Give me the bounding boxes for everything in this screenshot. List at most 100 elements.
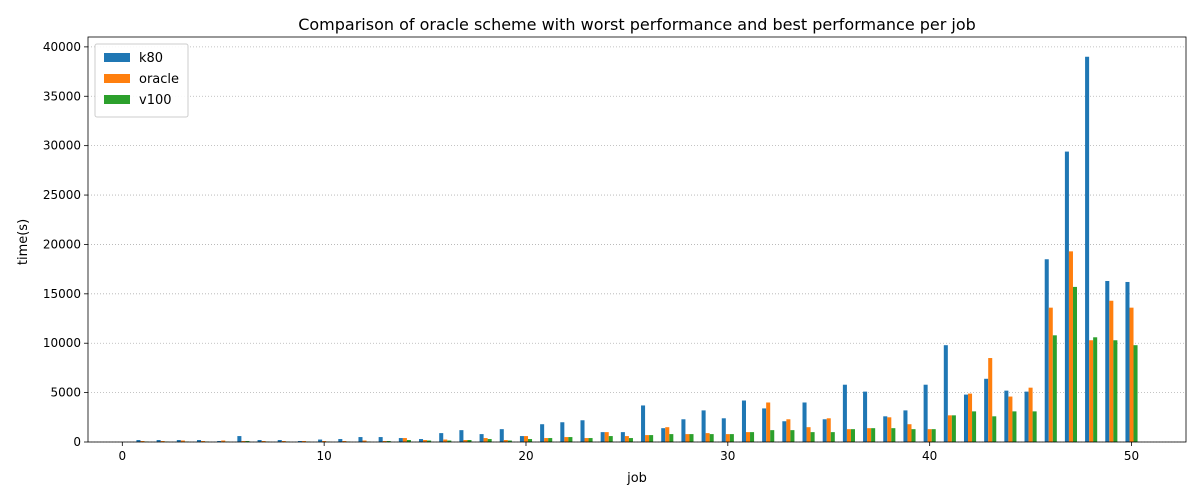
bar-oracle-job-47 xyxy=(1068,251,1073,442)
bar-oracle-job-12 xyxy=(362,440,367,442)
bar-oracle-job-7 xyxy=(261,441,266,442)
chart-title: Comparison of oracle scheme with worst p… xyxy=(298,15,976,34)
bar-oracle-job-40 xyxy=(927,429,932,442)
x-tick-label: 40 xyxy=(922,449,937,463)
bar-v100-job-35 xyxy=(830,432,835,442)
bar-k80-job-10 xyxy=(318,439,323,442)
bar-oracle-job-42 xyxy=(968,393,973,442)
bar-oracle-job-14 xyxy=(402,438,407,442)
bar-k80-job-39 xyxy=(903,410,908,442)
bar-oracle-job-10 xyxy=(322,441,327,442)
bar-oracle-job-25 xyxy=(624,436,629,442)
bar-k80-job-13 xyxy=(378,437,383,442)
x-tick-label: 0 xyxy=(118,449,126,463)
bar-k80-job-48 xyxy=(1085,56,1090,442)
bar-k80-job-12 xyxy=(358,437,363,442)
plot-frame xyxy=(87,36,1187,443)
legend-label-v100: v100 xyxy=(139,93,172,108)
bar-k80-job-6 xyxy=(237,436,242,442)
bar-oracle-job-23 xyxy=(584,438,589,442)
bar-oracle-job-28 xyxy=(685,434,690,442)
x-tick-label: 20 xyxy=(518,449,533,463)
bar-k80-job-37 xyxy=(863,391,868,442)
bar-v100-job-6 xyxy=(245,441,250,442)
bar-v100-job-14 xyxy=(406,440,411,442)
bar-v100-job-40 xyxy=(931,429,936,442)
bar-k80-job-22 xyxy=(560,422,565,442)
bar-v100-job-27 xyxy=(669,434,674,442)
bar-k80-job-31 xyxy=(741,400,746,442)
bar-v100-job-29 xyxy=(709,434,714,442)
bar-k80-job-8 xyxy=(277,440,282,442)
bar-oracle-job-44 xyxy=(1008,396,1013,442)
bar-k80-job-49 xyxy=(1105,280,1110,442)
legend-swatch-k80 xyxy=(104,53,130,62)
bar-oracle-job-37 xyxy=(867,428,872,442)
x-tick-label: 50 xyxy=(1124,449,1139,463)
bar-v100-job-46 xyxy=(1052,335,1057,442)
bar-k80-job-38 xyxy=(883,416,888,442)
bar-v100-job-45 xyxy=(1032,411,1037,442)
bar-oracle-job-29 xyxy=(705,433,710,442)
bar-oracle-job-6 xyxy=(241,441,246,442)
bar-k80-job-34 xyxy=(802,402,807,442)
bar-k80-job-14 xyxy=(398,438,403,442)
y-tick-label: 5000 xyxy=(50,386,81,400)
bar-k80-job-43 xyxy=(984,378,989,442)
bar-oracle-job-15 xyxy=(423,440,428,442)
bar-oracle-job-31 xyxy=(745,432,751,442)
bar-k80-job-9 xyxy=(297,441,302,442)
bar-k80-job-16 xyxy=(439,433,444,442)
bar-k80-job-41 xyxy=(943,345,948,442)
bar-k80-job-4 xyxy=(196,440,202,442)
bar-k80-job-2 xyxy=(156,440,161,442)
bar-k80-job-20 xyxy=(519,436,524,442)
bar-oracle-job-50 xyxy=(1129,307,1134,442)
bar-v100-job-23 xyxy=(588,438,593,442)
bar-v100-job-43 xyxy=(992,416,997,442)
bar-v100-job-47 xyxy=(1072,286,1078,442)
bar-v100-job-18 xyxy=(487,439,492,442)
bar-k80-job-28 xyxy=(681,419,686,442)
bar-v100-job-22 xyxy=(568,437,573,442)
bar-v100-job-16 xyxy=(447,440,452,442)
bar-v100-job-38 xyxy=(891,428,896,442)
bar-oracle-job-49 xyxy=(1109,300,1114,442)
bar-oracle-job-22 xyxy=(564,437,569,442)
bar-k80-job-19 xyxy=(499,429,504,442)
bar-v100-job-49 xyxy=(1113,340,1118,442)
grid-lines xyxy=(88,46,1186,443)
legend-label-oracle: oracle xyxy=(139,72,179,87)
bar-v100-job-34 xyxy=(810,432,815,442)
x-tick-label: 10 xyxy=(317,449,332,463)
bar-oracle-job-18 xyxy=(483,438,488,442)
bar-oracle-job-30 xyxy=(725,434,730,442)
bar-oracle-job-13 xyxy=(382,441,387,442)
y-tick-label: 35000 xyxy=(43,89,81,103)
bar-oracle-job-24 xyxy=(604,432,609,442)
bar-oracle-job-5 xyxy=(221,440,226,442)
x-axis-label: job xyxy=(626,471,647,486)
bar-oracle-job-33 xyxy=(786,419,791,442)
bar-oracle-job-2 xyxy=(160,441,165,442)
bar-k80-job-17 xyxy=(459,430,464,442)
bar-oracle-job-41 xyxy=(947,415,952,442)
axes xyxy=(87,36,1187,443)
bar-oracle-job-16 xyxy=(443,439,448,442)
bar-k80-job-7 xyxy=(257,440,262,442)
bar-oracle-job-38 xyxy=(887,417,892,442)
x-tick-label: 30 xyxy=(720,449,735,463)
bar-v100-job-17 xyxy=(467,440,472,442)
y-tick-label: 15000 xyxy=(43,287,81,301)
bar-k80-job-23 xyxy=(580,420,585,442)
bar-k80-job-35 xyxy=(822,419,827,442)
bar-v100-job-33 xyxy=(790,430,795,442)
bar-k80-job-24 xyxy=(600,432,605,442)
bar-oracle-job-17 xyxy=(463,440,468,442)
bar-k80-job-30 xyxy=(721,418,726,442)
bar-v100-job-44 xyxy=(1012,411,1017,442)
bar-k80-job-36 xyxy=(842,384,847,442)
bar-k80-job-27 xyxy=(661,428,666,442)
bar-oracle-job-35 xyxy=(826,418,831,442)
